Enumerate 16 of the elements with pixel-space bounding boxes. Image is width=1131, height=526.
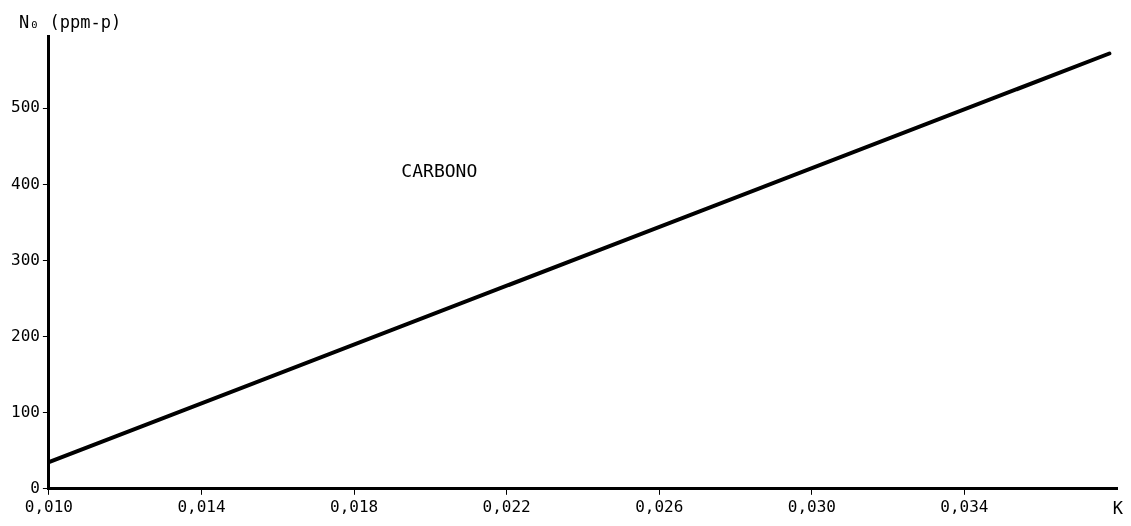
y-tick-label: 500 [10,97,40,117]
y-tick-label: 200 [10,325,40,345]
y-tick-label: 400 [10,173,40,193]
x-tick-label: 0,026 [635,496,684,516]
x-tick-label: 0,022 [482,496,531,516]
x-tick-label: 0,018 [329,496,379,516]
x-tick-label: 0,030 [787,496,836,516]
x-tick-label: 0,034 [940,496,989,516]
y-axis-title: N₀ (ppm-p) [18,11,122,32]
x-tick-label: 0,014 [177,496,226,516]
y-tick-label: 300 [10,249,40,269]
y-tick-label: 100 [10,401,40,421]
y-tick-label: 0 [30,477,40,497]
annotation: CARBONO [401,159,478,181]
x-tick-label: 0,010 [24,496,73,516]
x-axis-title: K [1112,497,1124,518]
